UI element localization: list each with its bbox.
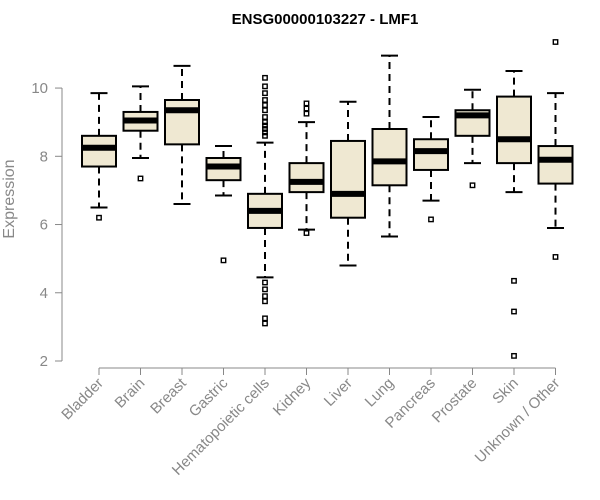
- outlier-point: [262, 315, 268, 322]
- box-group: [413, 116, 449, 223]
- outlier-point: [552, 39, 559, 45]
- outlier-point: [469, 182, 476, 189]
- x-tick-label: Lung: [362, 375, 398, 411]
- outlier-point: [262, 122, 268, 129]
- outlier-point: [262, 114, 268, 120]
- y-axis-label: Expression: [1, 159, 18, 238]
- outlier-point: [303, 230, 310, 236]
- outlier-point: [262, 132, 268, 139]
- box-iqr: [330, 139, 366, 219]
- outlier-point: [262, 279, 268, 286]
- outlier-point: [303, 100, 310, 107]
- x-tick-label: Skin: [489, 375, 522, 408]
- outlier-point: [303, 105, 310, 112]
- box-group: [247, 74, 283, 327]
- box-iqr: [496, 95, 532, 165]
- outlier-point: [428, 216, 434, 223]
- outlier-point: [511, 308, 517, 315]
- outlier-point: [220, 257, 227, 264]
- outlier-point: [262, 102, 268, 109]
- outlier-point: [262, 107, 268, 114]
- x-tick-label: Kidney: [270, 374, 315, 419]
- y-tick-label: 10: [31, 80, 48, 97]
- outlier-point: [262, 74, 268, 81]
- y-tick-label: 2: [40, 353, 48, 370]
- box-group: [122, 85, 159, 182]
- x-tick-label: Breast: [147, 374, 190, 417]
- outlier-point: [262, 119, 268, 126]
- outlier-point: [262, 90, 268, 97]
- outlier-point: [262, 320, 268, 327]
- box-iqr: [81, 134, 117, 168]
- box-iqr: [164, 99, 200, 146]
- y-tick-label: 8: [40, 148, 48, 165]
- y-tick-label: 4: [40, 285, 48, 302]
- box-group: [330, 100, 366, 267]
- outlier-point: [303, 110, 310, 117]
- plot-area: [81, 39, 574, 359]
- outlier-point: [262, 126, 268, 132]
- outlier-point: [262, 293, 268, 300]
- outlier-point: [511, 352, 517, 359]
- box-iqr: [371, 128, 408, 187]
- chart-title: ENSG00000103227 - LMF1: [232, 11, 419, 28]
- x-tick-label: Liver: [321, 375, 356, 410]
- y-tick-label: 6: [40, 217, 48, 234]
- outlier-point: [262, 286, 268, 293]
- box-group: [164, 64, 200, 206]
- x-tick-label: Brain: [112, 375, 149, 412]
- box-group: [288, 100, 325, 236]
- box-group: [81, 92, 117, 221]
- box-group: [537, 39, 574, 260]
- outlier-point: [262, 97, 268, 103]
- y-axis: 2 4 6 8 10: [31, 80, 63, 370]
- box-group: [371, 54, 408, 238]
- outlier-point: [96, 214, 102, 221]
- box-iqr: [413, 138, 449, 171]
- box-iqr: [288, 162, 325, 194]
- outlier-point: [511, 277, 517, 284]
- outlier-point: [262, 298, 268, 305]
- outlier-point: [137, 175, 144, 182]
- box-group: [496, 70, 532, 359]
- box-iqr: [537, 145, 574, 185]
- x-tick-label: Bladder: [58, 375, 107, 424]
- box-group: [205, 145, 242, 264]
- outlier-point: [262, 83, 268, 90]
- box-group: [454, 88, 491, 189]
- outlier-point: [262, 129, 268, 136]
- outlier-point: [552, 254, 559, 260]
- x-tick-label: Prostate: [429, 375, 481, 427]
